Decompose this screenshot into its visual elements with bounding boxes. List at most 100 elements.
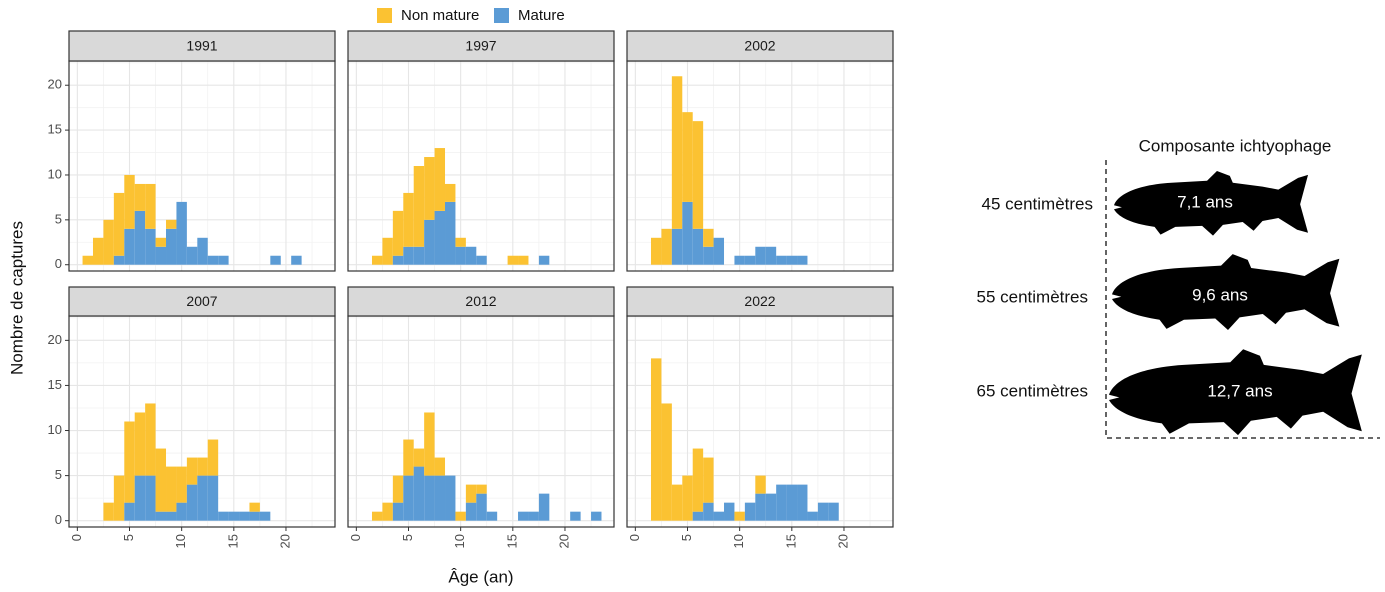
bar — [755, 246, 766, 265]
x-tick-label: 15 — [225, 534, 240, 548]
bar — [291, 255, 302, 265]
bar — [92, 237, 104, 265]
bar — [166, 511, 177, 521]
bar — [124, 421, 135, 503]
bar — [197, 237, 208, 265]
bar — [671, 228, 683, 265]
bar — [197, 457, 208, 476]
bar — [413, 466, 425, 521]
y-tick-label: 10 — [48, 422, 62, 437]
strip-title: 2022 — [744, 293, 775, 309]
bar — [724, 502, 735, 521]
bar — [538, 493, 550, 521]
bar — [413, 246, 425, 265]
bar — [82, 255, 93, 265]
bar — [434, 457, 446, 476]
y-tick-label: 0 — [55, 256, 62, 271]
bar — [734, 511, 745, 521]
bar — [455, 237, 466, 247]
bar — [797, 484, 808, 521]
bar — [755, 475, 766, 494]
strip — [626, 30, 894, 62]
x-tick-label: 10 — [452, 534, 467, 548]
bar — [207, 255, 219, 265]
bar — [403, 192, 414, 247]
bar — [776, 484, 787, 521]
strip-title: 2007 — [186, 293, 217, 309]
bar — [176, 201, 187, 265]
bar — [207, 475, 219, 521]
x-axis-title: Âge (an) — [448, 567, 513, 586]
panel: 0 5 10 15 20 2022 — [626, 286, 894, 548]
bar — [755, 493, 766, 521]
bar — [744, 502, 756, 521]
bar — [703, 228, 714, 247]
bar — [445, 475, 456, 521]
bar — [692, 448, 704, 512]
bar — [155, 448, 167, 512]
bar — [259, 511, 271, 521]
legend-swatch — [494, 8, 509, 23]
strip-title: 2012 — [465, 293, 496, 309]
bar — [713, 511, 725, 521]
x-tick-label: 15 — [783, 534, 798, 548]
bar — [392, 502, 404, 521]
bar — [424, 412, 435, 476]
strip — [68, 286, 336, 317]
bar — [776, 255, 787, 265]
bar — [786, 255, 798, 265]
bar — [270, 255, 281, 265]
age-label: 7,1 ans — [1177, 192, 1233, 211]
bar — [424, 157, 435, 220]
strip — [626, 286, 894, 317]
bar — [403, 475, 414, 521]
bar — [124, 228, 135, 265]
y-tick-label: 15 — [48, 377, 62, 392]
bar — [371, 511, 383, 521]
age-label: 12,7 ans — [1207, 381, 1272, 400]
bar — [765, 493, 777, 521]
bar — [507, 255, 519, 265]
bar — [703, 246, 714, 265]
bar — [176, 502, 187, 521]
bar — [145, 183, 156, 229]
bar — [249, 502, 260, 512]
bar — [817, 502, 829, 521]
bar — [392, 210, 404, 256]
bar — [155, 511, 167, 521]
bar — [145, 228, 156, 265]
bar — [455, 511, 466, 521]
panel: 1997 — [347, 30, 615, 272]
bar — [155, 246, 167, 265]
bar — [465, 502, 477, 521]
bar — [103, 502, 114, 521]
bar — [518, 255, 529, 265]
strip — [68, 30, 336, 62]
bar — [434, 148, 446, 211]
bar — [186, 484, 198, 521]
bar — [744, 255, 756, 265]
x-tick-label: 20 — [835, 534, 850, 548]
panel: 0 5 10 15 20 1991 — [48, 30, 336, 272]
bar — [465, 246, 477, 265]
bar — [734, 255, 745, 265]
bar — [476, 493, 487, 521]
strip-title: 2002 — [744, 38, 775, 54]
bar — [218, 511, 229, 521]
x-tick-label: 0 — [627, 534, 642, 541]
age-label: 9,6 ans — [1192, 285, 1248, 304]
bar — [661, 228, 672, 265]
bar — [682, 112, 693, 202]
bar — [382, 237, 393, 265]
bar — [403, 246, 414, 265]
x-tick-label: 5 — [400, 534, 415, 541]
bar — [692, 511, 704, 521]
bar — [113, 475, 125, 521]
bar — [528, 511, 539, 521]
bar — [465, 484, 477, 503]
bar — [765, 246, 777, 265]
y-axis-title: Nombre de captures — [7, 221, 26, 375]
strip — [347, 286, 615, 317]
bar — [113, 255, 125, 265]
bar — [434, 210, 446, 265]
